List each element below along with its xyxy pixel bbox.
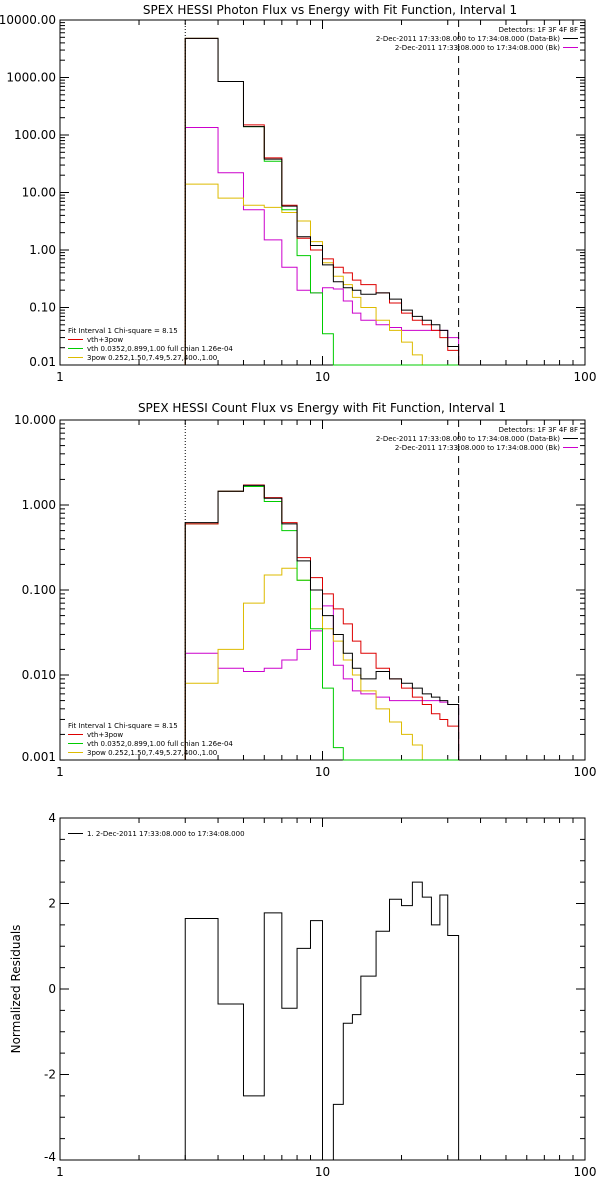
residuals-xtick-label: 10: [315, 1165, 330, 1179]
count-flux-legend-left: Fit Interval 1 Chi-square = 8.15 vth+3po…: [68, 722, 233, 757]
photon-flux-ytick-label: 1000.00: [6, 71, 56, 85]
photon-flux-title: SPEX HESSI Photon Flux vs Energy with Fi…: [143, 3, 517, 17]
count-flux-series-data-bk: [184, 484, 460, 760]
residuals-ylabel: Normalized Residuals: [9, 925, 23, 1054]
residuals-axes: 1 10 100 -4 -2 0 2 4: [44, 811, 596, 1179]
count-flux-ytick-label: 0.001: [22, 750, 56, 764]
residuals-ytick-label: 0: [48, 982, 56, 996]
photon-flux-legend-right: Detectors: 1F 3F 4F 8F 2-Dec-2011 17:33:…: [376, 26, 578, 52]
photon-legend-bk: 2-Dec-2011 17:33:08.000 to 17:34:08.000 …: [395, 44, 560, 52]
count-flux-xtick-label: 100: [574, 765, 597, 779]
photon-flux-panel: SPEX HESSI Photon Flux vs Energy with Fi…: [0, 3, 596, 384]
residuals-series-1-2-dec-2011-17-33-08-00: [184, 881, 460, 1161]
residuals-ytick-label: 4: [48, 811, 56, 825]
count-legend-vth: vth 0.0352,0.899,1.00 full chian 1.26e-0…: [87, 740, 233, 748]
photon-flux-lines: [184, 20, 460, 365]
residuals-ytick-label: -2: [44, 1068, 56, 1082]
residuals-ytick-label: 2: [48, 897, 56, 911]
count-legend-detectors: Detectors: 1F 3F 4F 8F: [499, 426, 578, 434]
residuals-xtick-label: 100: [574, 1165, 597, 1179]
count-flux-ytick-label: 10.000: [14, 413, 56, 427]
photon-flux-ytick-label: 0.01: [29, 355, 56, 369]
residuals-legend-text: 1. 2-Dec-2011 17:33:08.000 to 17:34:08.0…: [87, 830, 245, 838]
residuals-legend: 1. 2-Dec-2011 17:33:08.000 to 17:34:08.0…: [68, 830, 245, 838]
photon-legend-vth: vth 0.0352,0.899,1.00 full chian 1.26e-0…: [87, 345, 233, 353]
residuals-panel: Normalized Residuals 1 10 100 -4 -2 0 2 4 1. 2-…: [9, 811, 596, 1179]
count-legend-bk: 2-Dec-2011 17:33:08.000 to 17:34:08.000 …: [395, 444, 560, 452]
photon-flux-ytick-label: 10000.00: [0, 13, 56, 27]
count-legend-fit-interval: Fit Interval 1 Chi-square = 8.15: [68, 722, 178, 730]
photon-legend-3pow: 3pow 0.252,1.50,7.49,5.27,400.,1.00: [87, 354, 217, 362]
photon-flux-legend-left: Fit Interval 1 Chi-square = 8.15 vth+3po…: [68, 327, 233, 362]
photon-legend-fit-interval: Fit Interval 1 Chi-square = 8.15: [68, 327, 178, 335]
count-flux-legend-right: Detectors: 1F 3F 4F 8F 2-Dec-2011 17:33:…: [376, 426, 578, 452]
photon-flux-xtick-label: 1: [56, 370, 64, 384]
count-flux-ytick-label: 1.000: [22, 498, 56, 512]
photon-legend-data-bk: 2-Dec-2011 17:33:08.000 to 17:34:08.000 …: [376, 35, 560, 43]
residuals-ytick-label: -4: [44, 1150, 56, 1164]
photon-flux-xtick-label: 100: [574, 370, 597, 384]
photon-flux-ytick-label: 10.00: [22, 186, 56, 200]
count-flux-series: [184, 484, 460, 761]
residuals-xtick-label: 1: [56, 1165, 64, 1179]
photon-flux-series-3pow: [184, 183, 459, 366]
count-flux-ytick-label: 0.100: [22, 583, 56, 597]
photon-flux-xtick-label: 10: [315, 370, 330, 384]
count-legend-total: vth+3pow: [87, 731, 123, 739]
count-flux-lines: [184, 420, 460, 760]
count-flux-panel: SPEX HESSI Count Flux vs Energy with Fit…: [14, 401, 596, 779]
photon-flux-axes: 1 10 100 0.01 0.10 1.00 10.00 100.00 1000.00 1000…: [0, 13, 596, 384]
count-flux-axes: 1 10 100 0.001 0.010 0.100 1.000 10.000: [14, 413, 596, 779]
photon-legend-total: vth+3pow: [87, 336, 123, 344]
count-legend-data-bk: 2-Dec-2011 17:33:08.000 to 17:34:08.000 …: [376, 435, 560, 443]
photon-flux-ytick-label: 0.10: [29, 301, 56, 315]
photon-flux-series: [184, 37, 460, 366]
count-flux-xtick-label: 1: [56, 765, 64, 779]
residuals-series: [184, 881, 460, 1161]
photon-flux-series-bk: [184, 127, 460, 365]
photon-legend-detectors: Detectors: 1F 3F 4F 8F: [499, 26, 578, 34]
count-flux-title: SPEX HESSI Count Flux vs Energy with Fit…: [138, 401, 506, 415]
photon-flux-ytick-label: 100.00: [14, 128, 56, 142]
photon-flux-ytick-label: 1.00: [29, 243, 56, 257]
count-legend-3pow: 3pow 0.252,1.50,7.49,5.27,400.,1.00: [87, 749, 217, 757]
photon-flux-series-data-bk: [184, 37, 460, 365]
count-flux-series-bk: [184, 605, 460, 760]
count-flux-ytick-label: 0.010: [22, 668, 56, 682]
count-flux-xtick-label: 10: [315, 765, 330, 779]
